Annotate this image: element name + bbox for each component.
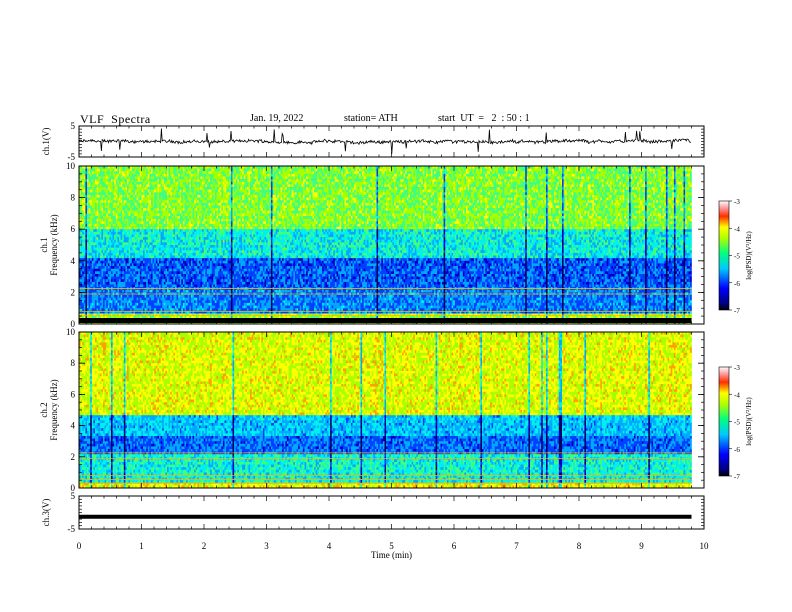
y-tick-label: 4: [71, 256, 76, 266]
colorbar-tick-label: -5: [734, 253, 740, 261]
ch3-waveform-panel: 5 -5 ch.3(V): [41, 491, 704, 534]
y-tick-label: -5: [68, 524, 76, 534]
low-frequency-band: [79, 318, 692, 323]
y-axis-label: ch.1Frequency (kHz): [39, 214, 59, 275]
colorbar-ch1: -3 -4 -5 -6 -7 log(PSD)(V²/Hz): [719, 198, 753, 315]
y-tick-label: 10: [66, 161, 76, 171]
y-tick-label: 10: [66, 327, 76, 337]
colorbar-tick-label: -3: [734, 198, 740, 206]
colorbar-label: log(PSD)(V²/Hz): [745, 397, 753, 446]
x-axis-label: Time (min): [371, 550, 412, 560]
colorbar-tick-label: -7: [734, 307, 740, 315]
x-tick-label: 0: [77, 541, 82, 551]
vlf-figure: 5-5ch.1(V) 0246810ch.1Frequency (kHz) 02…: [0, 0, 792, 612]
y-tick-label: 6: [71, 389, 76, 399]
ch1-trace: [79, 129, 691, 154]
x-tick-label: 8: [577, 541, 582, 551]
colorbar-tick-label: -4: [734, 225, 740, 233]
x-tick-label: 10: [700, 541, 710, 551]
x-tick-label: 3: [264, 541, 269, 551]
y-tick-label: 5: [71, 121, 76, 131]
y-axis-label: ch.1(V): [41, 128, 51, 156]
y-tick-label: 5: [71, 491, 76, 501]
x-tick-label: 1: [139, 541, 144, 551]
x-tick-label: 4: [327, 541, 332, 551]
y-tick-label: 8: [71, 358, 76, 368]
x-tick-label: 7: [514, 541, 519, 551]
x-tick-label: 6: [452, 541, 457, 551]
y-tick-label: 8: [71, 193, 76, 203]
x-tick-label: 2: [202, 541, 207, 551]
colorbar-tick-label: -3: [734, 364, 740, 372]
colorbar-tick-label: -7: [734, 473, 740, 481]
ch1-waveform-panel: 5-5ch.1(V): [41, 121, 704, 162]
colorbar-tick-label: -6: [734, 280, 740, 288]
y-axis-label: ch.3(V): [41, 499, 51, 527]
colorbar-tick-label: -5: [734, 419, 740, 427]
colorbar-ch2: -3 -4 -5 -6 -7 log(PSD)(V²/Hz): [719, 364, 753, 481]
y-tick-label: 6: [71, 224, 76, 234]
colorbar-scale: [719, 367, 729, 476]
y-tick-label: 2: [71, 452, 76, 462]
spectrogram-image: [79, 166, 692, 324]
y-axis-label: ch.2Frequency (kHz): [39, 379, 59, 440]
spectrogram-image: [79, 332, 692, 488]
y-tick-label: 4: [71, 421, 76, 431]
x-tick-label: 9: [639, 541, 644, 551]
colorbar-tick-label: -6: [734, 446, 740, 454]
y-tick-label: 2: [71, 287, 76, 297]
colorbar-scale: [719, 201, 729, 310]
colorbar-label: log(PSD)(V²/Hz): [745, 231, 753, 280]
colorbar-tick-label: -4: [734, 391, 740, 399]
